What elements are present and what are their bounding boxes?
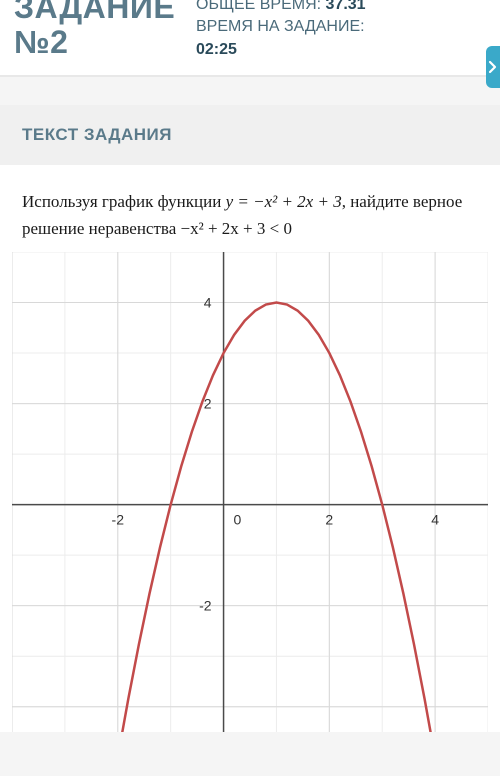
svg-text:2: 2 [325, 511, 333, 527]
next-button[interactable] [486, 46, 500, 88]
problem-text: Используя график функции y = −x² + 2x + … [0, 165, 500, 252]
task-time-label: ВРЕМЯ НА ЗАДАНИЕ: [196, 18, 365, 35]
timers: ОБЩЕЕ ВРЕМЯ: 37.31 ВРЕМЯ НА ЗАДАНИЕ: 02:… [196, 0, 486, 61]
header: ЗАДАНИЕ №2 ОБЩЕЕ ВРЕМЯ: 37.31 ВРЕМЯ НА З… [0, 0, 500, 77]
section-title: ТЕКСТ ЗАДАНИЯ [0, 105, 500, 165]
task-section: ТЕКСТ ЗАДАНИЯ Используя график функции y… [0, 105, 500, 732]
chart-container: -224-2240 [0, 252, 500, 732]
total-time-value: 37.31 [326, 0, 366, 13]
problem-formula2: −x² + 2x + 3 < 0 [181, 219, 292, 238]
task-title-line2: №2 [14, 24, 68, 60]
svg-text:-2: -2 [112, 511, 125, 527]
problem-formula1: y = −x² + 2x + 3 [226, 192, 342, 211]
task-title: ЗАДАНИЕ №2 [14, 0, 184, 60]
chevron-right-icon [488, 60, 498, 74]
total-time-label: ОБЩЕЕ ВРЕМЯ: [196, 0, 321, 13]
problem-prefix: Используя график функции [22, 192, 226, 211]
svg-text:4: 4 [204, 294, 212, 310]
svg-text:0: 0 [234, 511, 242, 527]
task-title-line1: ЗАДАНИЕ [14, 0, 175, 25]
task-time-row: ВРЕМЯ НА ЗАДАНИЕ: [196, 16, 486, 38]
task-time-value: 02:25 [196, 41, 237, 58]
task-time-value-row: 02:25 [196, 39, 486, 61]
total-time-row: ОБЩЕЕ ВРЕМЯ: 37.31 [196, 0, 486, 16]
svg-text:4: 4 [431, 511, 439, 527]
function-chart: -224-2240 [12, 252, 488, 732]
svg-text:-2: -2 [199, 598, 212, 614]
